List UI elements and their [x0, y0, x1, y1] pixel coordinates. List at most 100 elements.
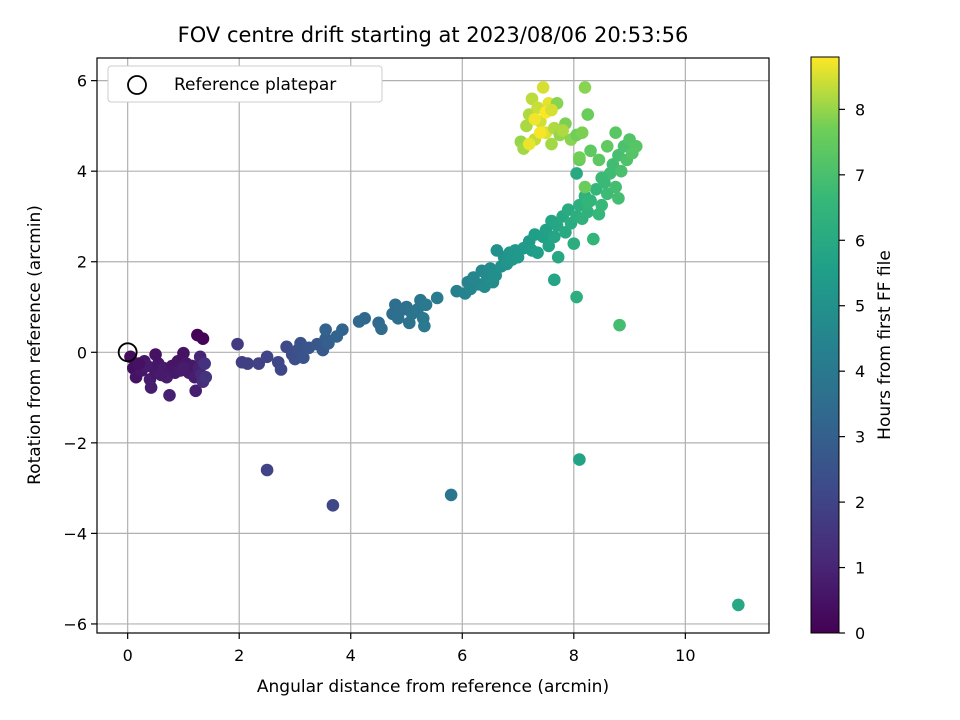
colorbar-label: Hours from first FF file	[875, 250, 895, 440]
data-point	[252, 357, 266, 370]
legend: Reference platepar	[107, 65, 383, 103]
data-point	[528, 112, 542, 126]
data-point	[600, 187, 614, 201]
data-point	[592, 153, 606, 167]
data-point	[595, 171, 608, 185]
y-axis-ticks: −6 −4 −2 0 2 4 6	[63, 72, 97, 634]
data-point	[525, 92, 539, 106]
data-point	[573, 453, 586, 466]
data-point	[274, 363, 288, 376]
colorbar-tick-label: 7	[855, 166, 865, 185]
data-point	[570, 167, 583, 180]
data-point	[545, 137, 558, 151]
data-point	[418, 319, 431, 333]
colorbar-tick-label: 3	[855, 428, 865, 447]
data-point	[522, 137, 536, 151]
data-point	[547, 230, 561, 244]
data-point	[559, 226, 572, 239]
x-tick-label: 0	[123, 646, 133, 665]
data-point	[573, 151, 586, 164]
colorbar	[810, 56, 840, 634]
data-point	[149, 348, 162, 361]
x-tick-label: 6	[457, 646, 467, 665]
data-point	[322, 336, 335, 350]
data-point	[575, 126, 589, 140]
data-point	[578, 180, 592, 194]
data-point	[581, 205, 595, 219]
x-tick-label: 4	[346, 646, 356, 665]
data-point	[542, 239, 556, 253]
data-point	[561, 203, 575, 216]
scatter-points	[124, 81, 745, 612]
data-point	[587, 232, 600, 246]
colorbar-tick-label: 5	[855, 297, 865, 316]
y-tick-label: 4	[77, 162, 87, 181]
data-point	[489, 269, 503, 282]
data-point	[419, 298, 433, 312]
data-point	[199, 370, 213, 384]
data-point	[581, 108, 595, 121]
data-point	[177, 346, 190, 360]
legend-box	[107, 65, 383, 103]
data-point	[531, 246, 544, 259]
data-point	[260, 463, 274, 477]
data-point	[612, 192, 625, 205]
data-point	[534, 126, 547, 140]
colorbar-tick-label: 2	[855, 493, 865, 512]
y-tick-label: −4	[63, 524, 87, 543]
data-point	[584, 144, 597, 158]
data-point	[567, 237, 581, 250]
grid-lines	[97, 58, 769, 633]
data-point	[581, 196, 595, 210]
data-point	[326, 499, 340, 512]
data-point	[391, 312, 405, 325]
data-point	[551, 250, 565, 264]
data-point	[732, 598, 745, 612]
data-point	[578, 81, 592, 94]
data-point	[177, 361, 190, 375]
y-tick-label: 6	[77, 72, 87, 91]
data-point	[358, 312, 371, 325]
reference-marker	[117, 342, 138, 363]
data-point	[613, 318, 626, 332]
data-point	[545, 103, 558, 117]
data-point	[319, 323, 332, 336]
data-point	[336, 323, 349, 336]
data-point	[609, 126, 622, 140]
plot-area	[97, 58, 769, 633]
x-axis-label: Angular distance from reference (arcmin)	[257, 677, 609, 697]
data-point	[375, 322, 388, 336]
legend-marker	[127, 75, 147, 95]
colorbar-tick-label: 0	[855, 624, 865, 643]
data-point	[154, 368, 168, 382]
data-point	[556, 124, 569, 137]
data-point	[241, 357, 254, 370]
data-point	[297, 351, 310, 365]
data-point	[614, 164, 628, 178]
data-point	[547, 273, 561, 287]
data-point	[163, 389, 176, 402]
data-point	[196, 332, 210, 346]
data-point	[430, 291, 444, 305]
colorbar-ticks: 0 1 2 3 4 5 6 7 8	[839, 100, 865, 643]
x-axis-ticks: 0 2 4 6 8 10	[123, 633, 696, 665]
data-point	[144, 381, 158, 394]
chart-title: FOV centre drift starting at 2023/08/06 …	[178, 23, 689, 47]
data-point	[595, 198, 608, 212]
data-point	[539, 223, 553, 237]
data-point	[198, 357, 211, 370]
x-tick-label: 8	[569, 646, 579, 665]
data-point	[231, 337, 244, 351]
y-tick-label: −6	[63, 615, 87, 634]
data-point	[629, 139, 643, 153]
data-point	[536, 81, 550, 94]
x-tick-label: 2	[234, 646, 244, 665]
data-point	[606, 158, 620, 171]
legend-label: Reference platepar	[174, 75, 336, 95]
y-tick-label: 2	[77, 253, 87, 272]
plot-frame	[96, 57, 770, 634]
x-tick-label: 10	[675, 646, 695, 665]
data-point	[589, 182, 603, 196]
data-point	[570, 290, 583, 304]
